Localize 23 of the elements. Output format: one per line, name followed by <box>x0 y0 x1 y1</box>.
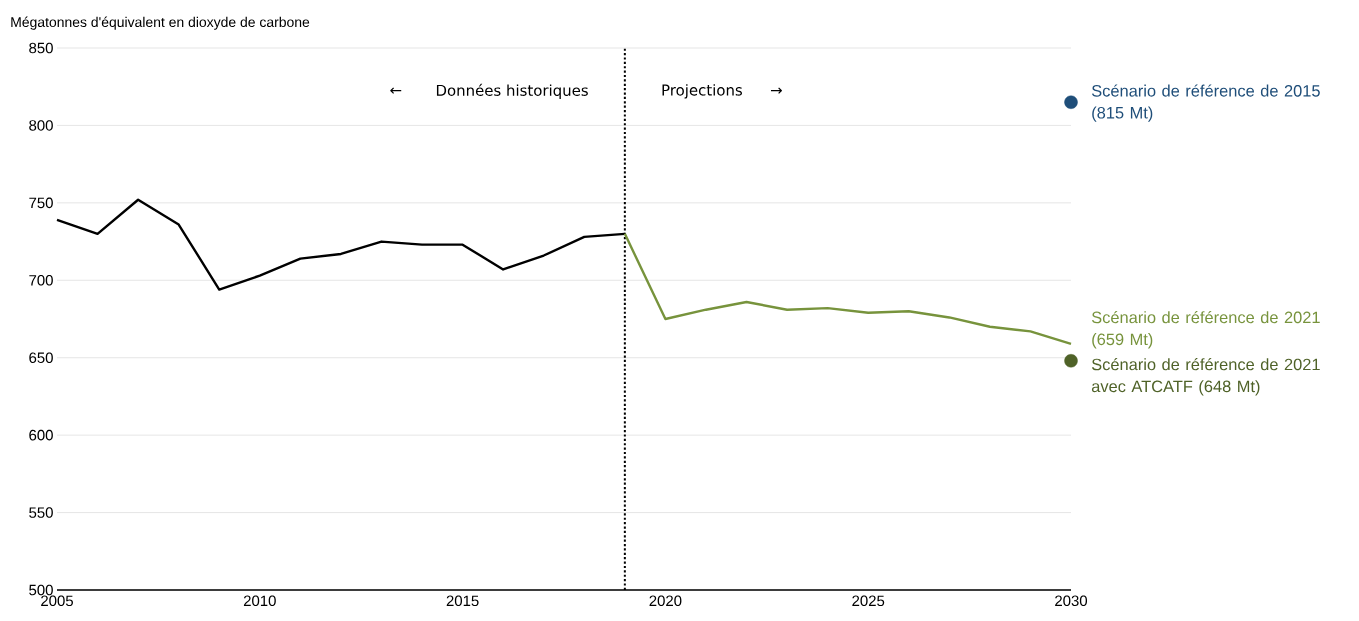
y-tick-label: 650 <box>29 352 53 363</box>
y-axis-title: Mégatonnes d'équivalent en dioxyde de carbone <box>11 16 310 30</box>
x-tick-label: 2005 <box>41 595 73 607</box>
series-label: Scénario de référence de 2021 avec ATCATF (648 Mt) <box>1091 358 1320 396</box>
y-tick-label: 500 <box>29 584 53 596</box>
y-tick-label: 700 <box>29 274 53 286</box>
x-tick-label: 2025 <box>852 595 885 607</box>
y-tick-label: 850 <box>29 42 53 54</box>
series-label: Scénario de référence de 2021 (659 Mt) <box>1091 310 1320 349</box>
x-tick-label: 2030 <box>1055 595 1088 607</box>
x-tick-label: 2010 <box>243 595 276 607</box>
annotation: ← <box>390 87 402 94</box>
annotation: Projections <box>662 84 743 99</box>
y-tick-label: 600 <box>29 429 53 441</box>
y-tick-label: 800 <box>29 120 53 131</box>
y-tick-label: 550 <box>29 507 53 518</box>
annotation: → <box>770 87 782 94</box>
line-series <box>623 232 1073 345</box>
series-label: Scénario de référence de 2015 (815 Mt) <box>1091 84 1320 122</box>
x-tick-label: 2015 <box>446 595 479 607</box>
annotation: Données historiques <box>436 83 588 99</box>
x-tick-label: 2020 <box>649 595 682 607</box>
y-tick-label: 750 <box>29 197 53 209</box>
